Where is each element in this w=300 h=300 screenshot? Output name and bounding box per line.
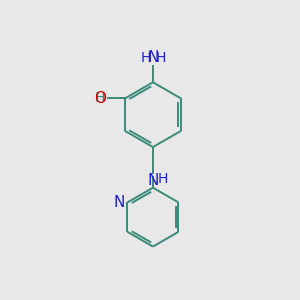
Text: O: O	[94, 91, 106, 106]
Text: N: N	[147, 173, 159, 188]
Text: H: H	[94, 92, 105, 106]
Text: N: N	[114, 195, 125, 210]
Text: H: H	[156, 51, 166, 64]
Text: N: N	[147, 50, 159, 64]
Text: H: H	[140, 51, 151, 64]
Text: H: H	[157, 172, 168, 186]
